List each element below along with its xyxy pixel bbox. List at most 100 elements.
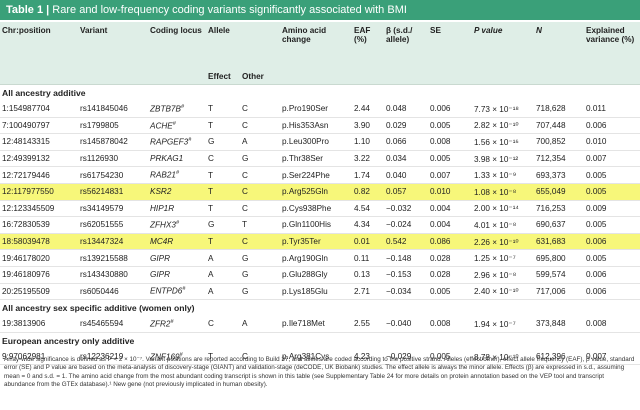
cell-variant: rs145878042 [78,133,148,151]
cell-other-allele: A [240,316,280,333]
cell-effect-allele: C [206,316,240,333]
cell-amino-acid: p.Cys938Phe [280,200,352,218]
col-amino-acid: Amino acid change [280,22,352,68]
new-gene-marker: # [182,286,186,293]
cell-coding-locus: ZBTB7B# [148,101,206,118]
cell-beta: 0.542 [384,233,428,251]
cell-effect-allele: A [206,249,240,267]
cell-amino-acid: p.Lys185Glu [280,283,352,301]
cell-chr-position: 7:100490797 [0,117,78,135]
locus-name: MC4R [150,237,174,247]
cell-se: 0.008 [428,133,472,151]
cell-coding-locus: ENTPD6# [148,283,206,301]
cell-other-allele: C [240,233,280,251]
section-header: All ancestry sex specific additive (wome… [0,300,640,317]
cell-p-value: 1.94 × 10⁻⁷ [472,316,534,333]
cell-other-allele: T [240,216,280,234]
new-gene-marker: # [179,351,183,358]
cell-variant: rs13447324 [78,233,148,251]
locus-name: GIPR [150,270,171,280]
cell-effect-allele: T [206,166,240,184]
col-coding-locus: Coding locus [148,22,206,68]
cell-variant: rs6050446 [78,283,148,301]
cell-amino-acid: p.Gln1100His [280,216,352,234]
cell-eaf: 0.01 [352,233,384,251]
cell-effect-allele: T [206,183,240,201]
cell-n: 693,373 [534,166,584,184]
cell-chr-position: 19:46178020 [0,249,78,267]
cell-chr-position: 12:48143315 [0,133,78,151]
cell-eaf: 2.44 [352,101,384,118]
new-gene-marker: # [175,220,179,227]
cell-n: 718,628 [534,101,584,118]
section-label: All ancestry additive [2,88,86,98]
cell-p-value: 4.01 × 10⁻⁸ [472,216,534,234]
new-gene-marker: # [180,103,185,110]
col-effect: Effect [206,68,240,85]
locus-name: ZFHX3 [150,220,176,230]
new-gene-marker: # [170,319,174,326]
section-header: All ancestry additive [0,85,640,102]
cell-variant: rs1126930 [78,150,148,168]
cell-beta: 0.029 [384,117,428,135]
cell-eaf: 2.55 [352,316,384,333]
cell-chr-position: 18:58039478 [0,233,78,251]
cell-chr-position: 1:154987704 [0,101,78,118]
cell-coding-locus: RAPGEF3# [148,133,206,151]
cell-explained-variance: 0.006 [584,117,640,135]
cell-p-value: 1.56 × 10⁻¹⁶ [472,133,534,151]
cell-amino-acid: p.Tyr35Ter [280,233,352,251]
cell-chr-position: 12:123345509 [0,200,78,218]
cell-variant: rs62051555 [78,216,148,234]
cell-coding-locus: RAB21# [148,166,206,184]
cell-eaf: 4.54 [352,200,384,218]
cell-beta: −0.032 [384,200,428,218]
cell-other-allele: G [240,266,280,284]
cell-n: 599,574 [534,266,584,284]
cell-n: 373,848 [534,316,584,333]
cell-eaf: 3.22 [352,150,384,168]
cell-beta: −0.153 [384,266,428,284]
cell-eaf: 4.34 [352,216,384,234]
cell-coding-locus: ZFHX3# [148,216,206,234]
table-footnote: Array-wide significance is defined as P … [4,356,635,389]
cell-explained-variance: 0.008 [584,316,640,333]
col-p-value: P value [472,22,534,68]
variants-table: Chr:position Variant Coding locus Allele… [0,22,640,366]
cell-coding-locus: ZFR2# [148,316,206,333]
cell-beta: −0.040 [384,316,428,333]
cell-effect-allele: T [206,233,240,251]
cell-variant: rs12236219 [78,348,148,366]
table-title: Table 1 | Rare and low-frequency coding … [0,0,640,20]
cell-eaf: 1.74 [352,166,384,184]
cell-amino-acid: p.Ile718Met [280,316,352,333]
locus-name: ZNF169 [150,352,180,362]
cell-coding-locus: PRKAG1 [148,150,206,168]
cell-beta: 0.066 [384,133,428,151]
cell-p-value: 1.08 × 10⁻⁸ [472,183,534,201]
cell-chr-position: 9:97062981 [0,348,78,366]
cell-eaf: 0.13 [352,266,384,284]
subheader-row: Effect Other [0,68,640,85]
cell-coding-locus: GIPR [148,249,206,267]
cell-p-value: 3.98 × 10⁻¹² [472,150,534,168]
col-other: Other [240,68,280,85]
cell-se: 0.006 [428,101,472,118]
cell-explained-variance: 0.010 [584,133,640,151]
cell-eaf: 2.71 [352,283,384,301]
cell-explained-variance: 0.005 [584,249,640,267]
cell-se: 0.008 [428,316,472,333]
cell-chr-position: 16:72830539 [0,216,78,234]
cell-p-value: 2.82 × 10⁻¹⁰ [472,117,534,135]
header-row: Chr:position Variant Coding locus Allele… [0,22,640,68]
cell-effect-allele: T [206,117,240,135]
cell-beta: 0.040 [384,166,428,184]
